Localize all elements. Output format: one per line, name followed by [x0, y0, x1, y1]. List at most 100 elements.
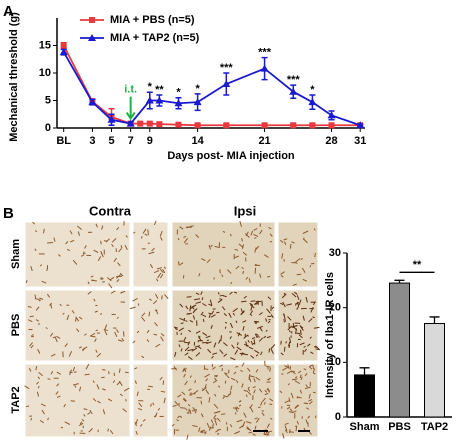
cell [239, 424, 245, 429]
x-tick-label: 7 [128, 135, 134, 147]
cell [118, 380, 123, 386]
cell [286, 406, 291, 410]
cell [254, 417, 258, 420]
x-tick-label: TAP2 [421, 421, 448, 433]
cell [180, 322, 184, 325]
cell [284, 425, 288, 431]
cell [217, 432, 220, 436]
cell [155, 293, 159, 299]
cell [90, 275, 94, 278]
cell [159, 376, 163, 381]
cell [78, 422, 84, 427]
cell [288, 330, 291, 333]
cell [283, 292, 286, 295]
cell [228, 312, 232, 318]
significance: ** [155, 84, 164, 96]
cell [230, 357, 236, 361]
cell [132, 298, 138, 302]
cell [267, 296, 272, 300]
cell [283, 346, 286, 352]
cell [296, 420, 299, 425]
column-label: Contra [89, 203, 132, 218]
cell [39, 297, 44, 300]
cell [291, 241, 295, 244]
cell [195, 292, 200, 295]
cell [253, 378, 256, 383]
cell [250, 300, 256, 302]
cell [171, 423, 175, 427]
cell [281, 293, 287, 299]
cell [243, 295, 247, 299]
cell [198, 427, 201, 432]
cell [72, 366, 76, 372]
cell [186, 312, 192, 315]
cell [250, 355, 255, 359]
cell [240, 369, 243, 372]
cell [308, 399, 313, 402]
cell [93, 298, 96, 302]
marker [146, 120, 153, 127]
cell [123, 387, 130, 392]
cell [194, 298, 201, 301]
cell [312, 372, 316, 375]
cell [84, 333, 87, 336]
cell [241, 244, 245, 249]
cell [308, 400, 313, 405]
cell [187, 348, 194, 352]
cell [312, 301, 316, 306]
cell [37, 348, 41, 354]
x-tick-label: PBS [388, 421, 411, 433]
cell [245, 231, 249, 237]
cell [82, 346, 88, 351]
cell [35, 319, 40, 322]
cell [298, 299, 302, 306]
cell [266, 308, 271, 314]
cell [302, 230, 309, 235]
cell [221, 306, 226, 311]
cell [280, 274, 284, 278]
cell [306, 407, 309, 410]
cell [289, 408, 293, 412]
cell [249, 407, 254, 413]
cell [210, 314, 216, 318]
cell [239, 220, 242, 227]
cell [287, 341, 291, 347]
cell [209, 299, 213, 306]
cell [195, 330, 201, 334]
cell [242, 251, 248, 256]
cell [294, 376, 298, 379]
cell [187, 356, 193, 361]
cell [234, 349, 239, 355]
cell [261, 412, 265, 416]
row-label: PBS [10, 314, 22, 337]
cell [141, 355, 145, 359]
cell [118, 368, 121, 373]
cell [30, 266, 33, 272]
cell [29, 342, 33, 347]
cell [140, 236, 143, 239]
cell [183, 373, 186, 378]
cell [286, 303, 292, 306]
cell [35, 298, 40, 300]
cell [289, 243, 292, 249]
marker [88, 98, 97, 106]
line [62, 45, 361, 127]
cell [70, 400, 75, 402]
cell [232, 312, 236, 316]
marker [175, 121, 182, 128]
cell [135, 430, 138, 435]
cell [99, 312, 103, 316]
legend-label: MIA + TAP2 (n=5) [110, 32, 200, 44]
cell [157, 272, 162, 279]
cell [303, 238, 308, 244]
cell [305, 296, 308, 303]
marker [126, 119, 135, 127]
cell [125, 398, 127, 402]
cell [85, 363, 90, 370]
cell [34, 230, 38, 233]
cell [87, 291, 92, 295]
cell [214, 419, 218, 426]
cell [254, 247, 257, 253]
cell [245, 394, 248, 398]
cell [205, 368, 209, 371]
